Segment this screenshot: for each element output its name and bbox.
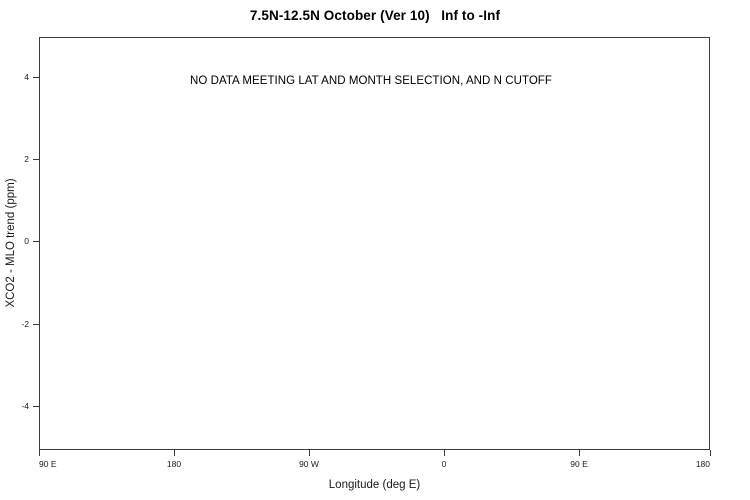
x-tick-mark xyxy=(309,450,310,456)
x-tick-label: 0 xyxy=(441,459,447,469)
y-tick-label: 2 xyxy=(24,154,29,164)
x-tick-label: 90 E xyxy=(570,459,588,469)
chart-title: 7.5N-12.5N October (Ver 10) Inf to -Inf xyxy=(249,8,501,23)
x-tick-mark xyxy=(579,450,580,456)
x-tick-mark xyxy=(710,450,711,456)
y-tick-mark xyxy=(33,241,39,242)
y-tick-mark xyxy=(33,159,39,160)
y-tick-mark xyxy=(33,77,39,78)
plot-area[interactable]: NO DATA MEETING LAT AND MONTH SELECTION,… xyxy=(39,37,710,450)
plot-data-canvas xyxy=(40,38,709,449)
y-axis-label: XCO2 - MLO trend (ppm) xyxy=(5,178,17,308)
no-data-annotation: NO DATA MEETING LAT AND MONTH SELECTION,… xyxy=(190,75,552,87)
y-tick-label: 0 xyxy=(24,236,29,246)
x-tick-mark xyxy=(444,450,445,456)
x-tick-label: 180 xyxy=(166,459,182,469)
y-tick-mark xyxy=(33,406,39,407)
x-tick-mark xyxy=(39,450,40,456)
y-tick-mark xyxy=(33,324,39,325)
x-axis-label: Longitude (deg E) xyxy=(328,479,421,491)
y-tick-label: -4 xyxy=(21,401,29,411)
y-tick-label: 4 xyxy=(24,72,29,82)
x-tick-label: 90 E xyxy=(39,459,57,469)
x-tick-mark xyxy=(174,450,175,456)
y-tick-label: -2 xyxy=(21,319,29,329)
x-tick-label: 90 W xyxy=(299,459,319,469)
x-tick-label: 180 xyxy=(695,459,710,469)
